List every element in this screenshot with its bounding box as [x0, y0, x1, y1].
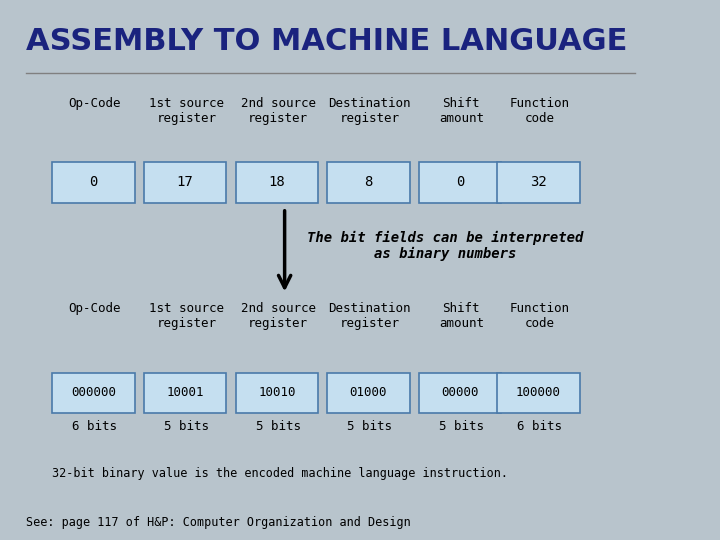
Text: 100000: 100000	[516, 386, 561, 400]
Text: The bit fields can be interpreted
as binary numbers: The bit fields can be interpreted as bin…	[307, 231, 583, 261]
Text: 8: 8	[364, 176, 372, 189]
Text: 10001: 10001	[166, 386, 204, 400]
FancyBboxPatch shape	[53, 162, 135, 202]
Text: 000000: 000000	[71, 386, 116, 400]
Text: 6 bits: 6 bits	[517, 420, 562, 433]
FancyBboxPatch shape	[498, 373, 580, 413]
FancyBboxPatch shape	[327, 373, 410, 413]
Text: See: page 117 of H&P: Computer Organization and Design: See: page 117 of H&P: Computer Organizat…	[26, 516, 411, 529]
Text: 5 bits: 5 bits	[164, 420, 209, 433]
Text: 18: 18	[269, 176, 285, 189]
Text: 0: 0	[89, 176, 98, 189]
FancyBboxPatch shape	[235, 373, 318, 413]
Text: 10010: 10010	[258, 386, 295, 400]
Text: 2nd source
register: 2nd source register	[240, 97, 315, 125]
Text: 1st source
register: 1st source register	[149, 302, 224, 330]
FancyBboxPatch shape	[53, 373, 135, 413]
FancyBboxPatch shape	[235, 162, 318, 202]
Text: 2nd source
register: 2nd source register	[240, 302, 315, 330]
Text: 1st source
register: 1st source register	[149, 97, 224, 125]
Text: Shift
amount: Shift amount	[438, 302, 484, 330]
FancyBboxPatch shape	[144, 373, 226, 413]
FancyBboxPatch shape	[419, 162, 501, 202]
Text: Destination
register: Destination register	[328, 302, 411, 330]
Text: ASSEMBLY TO MACHINE LANGUAGE: ASSEMBLY TO MACHINE LANGUAGE	[26, 27, 628, 56]
Text: 00000: 00000	[441, 386, 479, 400]
FancyBboxPatch shape	[419, 373, 501, 413]
Text: Op-Code: Op-Code	[68, 302, 121, 315]
Text: 6 bits: 6 bits	[73, 420, 117, 433]
Text: 32: 32	[530, 176, 547, 189]
Text: 01000: 01000	[350, 386, 387, 400]
Text: Destination
register: Destination register	[328, 97, 411, 125]
FancyBboxPatch shape	[498, 162, 580, 202]
Text: 17: 17	[177, 176, 194, 189]
Text: Shift
amount: Shift amount	[438, 97, 484, 125]
Text: Function
code: Function code	[510, 97, 570, 125]
Text: 5 bits: 5 bits	[438, 420, 484, 433]
Text: Function
code: Function code	[510, 302, 570, 330]
Text: 32-bit binary value is the encoded machine language instruction.: 32-bit binary value is the encoded machi…	[53, 467, 508, 480]
Text: 0: 0	[456, 176, 464, 189]
FancyBboxPatch shape	[327, 162, 410, 202]
Text: Op-Code: Op-Code	[68, 97, 121, 110]
FancyBboxPatch shape	[144, 162, 226, 202]
Text: 5 bits: 5 bits	[256, 420, 300, 433]
Text: 5 bits: 5 bits	[347, 420, 392, 433]
